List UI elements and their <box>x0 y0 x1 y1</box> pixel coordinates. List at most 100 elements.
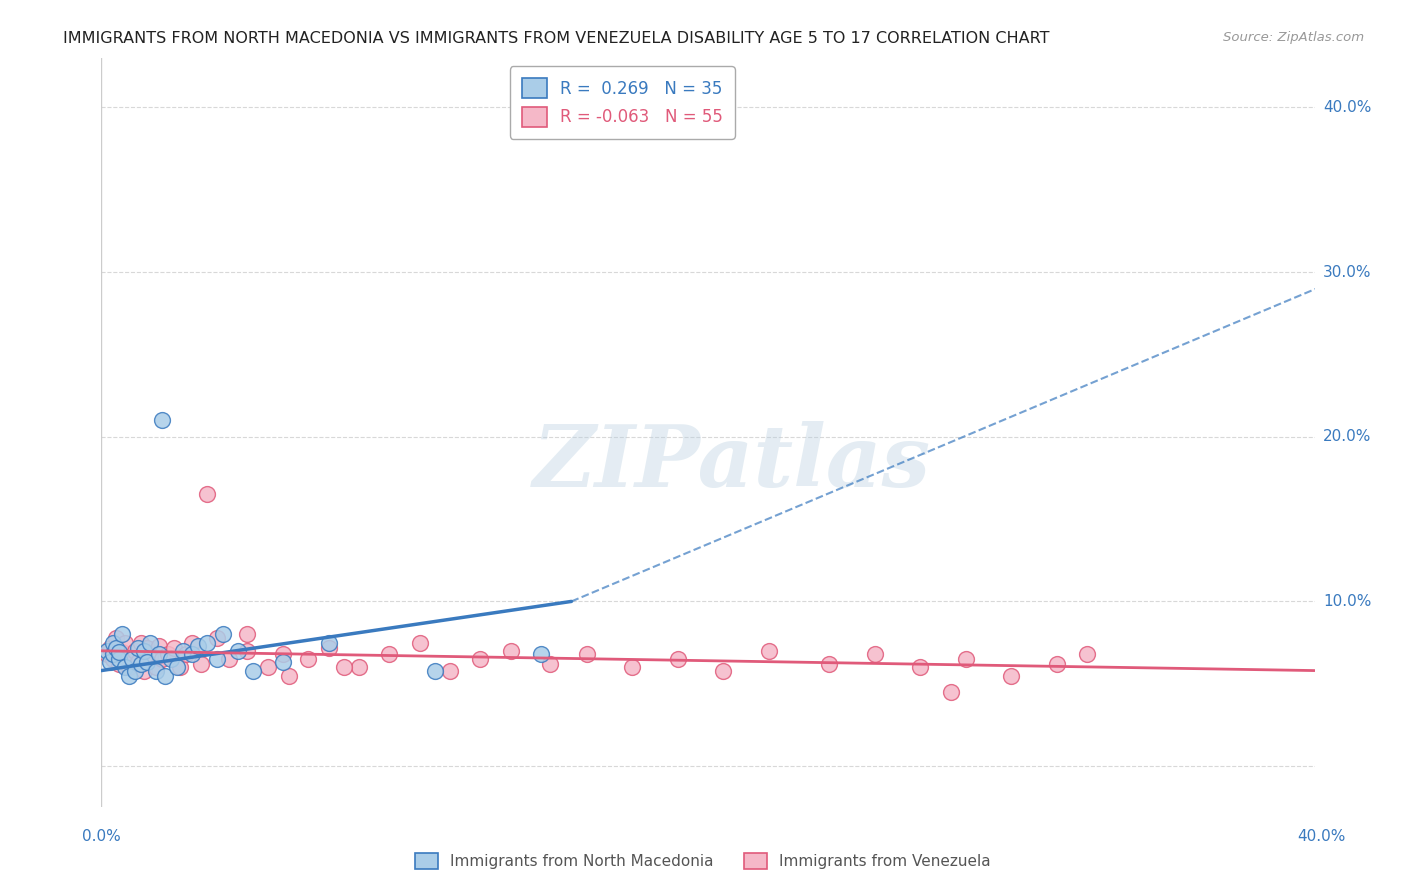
Point <box>955 652 977 666</box>
Point <box>169 660 191 674</box>
Point <box>1046 657 1069 671</box>
Point <box>181 635 204 649</box>
Point <box>117 660 139 674</box>
Point <box>172 644 194 658</box>
Point <box>108 645 131 659</box>
Point <box>174 647 197 661</box>
Point <box>318 640 340 655</box>
Point <box>108 652 131 666</box>
Point <box>96 647 118 661</box>
Text: 0.0%: 0.0% <box>82 830 121 844</box>
Point <box>132 644 155 658</box>
Point <box>114 635 136 649</box>
Point <box>621 660 644 674</box>
Point <box>121 652 143 666</box>
Point <box>197 487 219 501</box>
Point <box>439 664 461 678</box>
Point <box>236 644 259 658</box>
Point <box>156 647 179 661</box>
Point <box>758 644 780 658</box>
Point <box>103 647 125 661</box>
Text: ZIPatlas: ZIPatlas <box>533 421 931 504</box>
Point <box>378 647 401 661</box>
Point <box>117 668 139 682</box>
Point <box>538 657 561 671</box>
Point <box>470 652 492 666</box>
Point <box>96 644 118 658</box>
Point <box>103 635 125 649</box>
Point <box>242 664 264 678</box>
Point <box>939 685 962 699</box>
Text: 40.0%: 40.0% <box>1298 830 1346 844</box>
Point <box>271 656 294 670</box>
Point <box>297 652 319 666</box>
Point <box>226 644 249 658</box>
Point <box>187 639 209 653</box>
Point <box>148 639 170 653</box>
Point <box>98 656 121 670</box>
Legend: Immigrants from North Macedonia, Immigrants from Venezuela: Immigrants from North Macedonia, Immigra… <box>409 847 997 875</box>
Point <box>124 644 146 658</box>
Point <box>666 652 689 666</box>
Legend: R =  0.269   N = 35, R = -0.063   N = 55: R = 0.269 N = 35, R = -0.063 N = 55 <box>510 66 734 138</box>
Point <box>205 631 228 645</box>
Point <box>163 640 186 655</box>
Point <box>153 668 176 682</box>
Point <box>145 660 167 674</box>
Point <box>347 660 370 674</box>
Text: 10.0%: 10.0% <box>1323 594 1371 609</box>
Point <box>145 664 167 678</box>
Point <box>111 645 134 659</box>
Point <box>114 660 136 674</box>
Text: Source: ZipAtlas.com: Source: ZipAtlas.com <box>1223 31 1364 45</box>
Point <box>499 644 522 658</box>
Text: 40.0%: 40.0% <box>1323 100 1371 115</box>
Point <box>105 640 128 655</box>
Point <box>333 660 356 674</box>
Point <box>711 664 734 678</box>
Point <box>218 652 240 666</box>
Point <box>530 647 553 661</box>
Point <box>205 652 228 666</box>
Point <box>166 660 188 674</box>
Point <box>863 647 886 661</box>
Text: 30.0%: 30.0% <box>1323 265 1371 279</box>
Point <box>98 640 121 655</box>
Point <box>129 657 152 671</box>
Point <box>818 657 841 671</box>
Point <box>121 652 143 666</box>
Point <box>105 631 128 645</box>
Point <box>111 627 134 641</box>
Point <box>190 657 212 671</box>
Point <box>135 640 157 655</box>
Point <box>139 635 162 649</box>
Point <box>148 647 170 661</box>
Point <box>150 652 173 666</box>
Point <box>124 664 146 678</box>
Point <box>575 647 598 661</box>
Point <box>257 660 280 674</box>
Point <box>127 640 149 655</box>
Point <box>236 627 259 641</box>
Point <box>910 660 932 674</box>
Point <box>278 668 301 682</box>
Point <box>1076 647 1098 661</box>
Point <box>127 656 149 670</box>
Point <box>211 627 233 641</box>
Point <box>409 635 432 649</box>
Point <box>108 657 131 671</box>
Point <box>139 650 162 665</box>
Point <box>271 647 294 661</box>
Point <box>132 664 155 678</box>
Point <box>129 635 152 649</box>
Point <box>423 664 446 678</box>
Point <box>103 652 125 666</box>
Point <box>1000 668 1022 682</box>
Point <box>181 647 204 661</box>
Point <box>135 656 157 670</box>
Point <box>160 652 183 666</box>
Text: 20.0%: 20.0% <box>1323 429 1371 444</box>
Point <box>197 635 219 649</box>
Point <box>318 635 340 649</box>
Point <box>150 413 173 427</box>
